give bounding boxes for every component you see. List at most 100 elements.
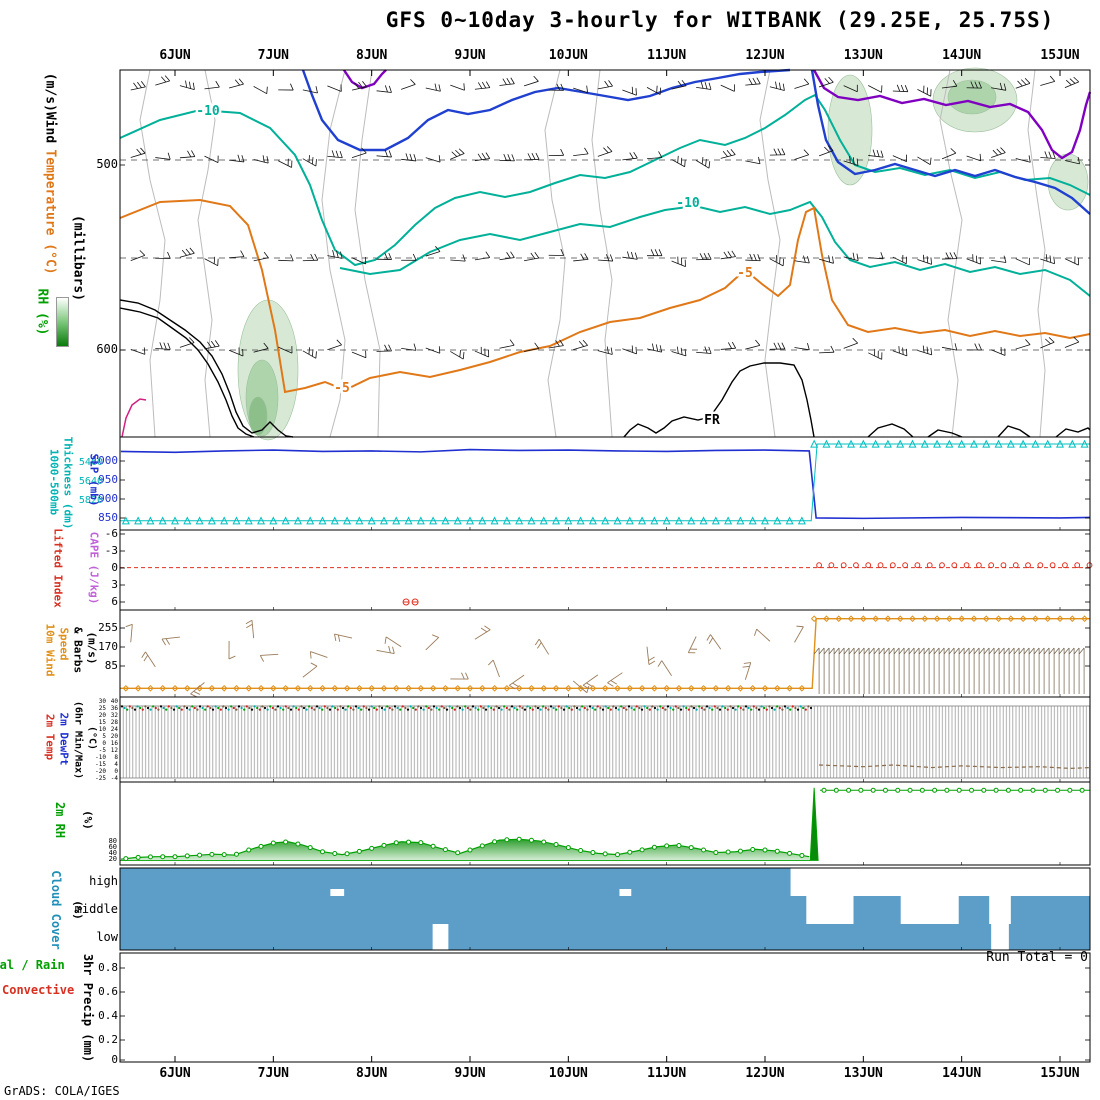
t2m-band [120,705,1092,779]
x-axis-label-bottom: 10JUN [548,1066,588,1081]
left-axis-label: 1000-500mb [47,448,61,516]
micro-tick-label: 12 [110,747,118,754]
micro-tick-label: -25 [95,775,106,782]
x-axis-label-top: 15JUN [1040,48,1080,63]
wind10m-area [120,615,1090,698]
left-axis-label: 2m DewPt [57,712,71,766]
rh-colorbar [56,297,69,347]
run-total-label: Run Total = 0 [986,950,1088,965]
grads-credit: GrADS: COLA/IGES [4,1084,120,1098]
left-axis-label: & Barbs [71,626,85,674]
micro-tick-label: 32 [110,712,118,719]
chart-title: GFS 0~10day 3-hourly for WITBANK (29.25E… [385,8,1055,32]
svg-text:FR: FR [704,413,720,428]
y-tick-label: 3 [111,577,118,591]
x-axis-label-top: 13JUN [843,48,883,63]
x-axis-label-bottom: 9JUN [454,1066,486,1081]
micro-tick-label: 15 [98,719,106,726]
y-tick-label: 255 [98,620,118,634]
micro-tick-label: 5 [102,733,106,740]
left-axis-label: RH (%) [34,288,50,336]
y-tick-label: 0.8 [98,960,118,974]
micro-tick-label: 10 [98,726,106,733]
left-axis-label: (%) [71,900,85,920]
left-axis-label: (m/s)Wind [42,72,58,144]
left-axis-label: (%) [81,810,95,830]
y-tick-label: 950 [98,472,118,486]
micro-tick-label: 0 [102,740,106,747]
micro-tick-label: -5 [98,747,106,754]
y-tick-label: -3 [104,543,118,557]
y-tick-label: 850 [98,510,118,524]
x-axis-label-bottom: 6JUN [159,1066,191,1081]
left-axis-label: Lifted Index [51,528,65,608]
micro-tick-label: -10 [95,754,106,761]
y-tick-label: 5460 [78,456,103,468]
left-axis-label: (m/s) [85,631,99,665]
svg-text:-5: -5 [334,381,350,396]
x-axis-label-top: 11JUN [647,48,687,63]
left-axis-label: (millibars) [70,214,86,302]
x-axis-label-bottom: 14JUN [942,1066,982,1081]
micro-tick-label: 25 [98,705,106,712]
micro-tick-label: 20 [110,733,118,740]
x-axis-label-bottom: 15JUN [1040,1066,1080,1081]
y-tick-label: 5640 [78,475,103,487]
y-tick-label: 0.6 [98,984,118,998]
y-tick-label: 20 [108,855,117,864]
y-tick-label: 900 [98,491,118,505]
micro-tick-label: 8 [114,754,118,761]
x-axis-label-top: 6JUN [159,48,191,63]
left-axis-label: 2m Temp [43,713,57,761]
micro-tick-label: -4 [110,775,118,782]
x-axis-label-top: 9JUN [454,48,486,63]
left-axis-label: CAPE (J/kg) [87,531,101,605]
y-tick-label: 0 [111,560,118,574]
micro-tick-label: -15 [95,761,106,768]
x-axis-label-top: 8JUN [356,48,388,63]
x-axis-label-bottom: 11JUN [647,1066,687,1081]
x-axis-label-top: 7JUN [257,48,289,63]
left-axis-label: 2m RH [53,801,67,839]
micro-tick-label: 4 [114,761,118,768]
micro-tick-label: 20 [98,712,106,719]
micro-tick-label: 16 [110,740,118,747]
left-axis-label: (6hr Min/Max) [72,700,84,780]
y-tick-label: -6 [104,526,118,540]
left-axis-label: Cloud Cover [49,870,63,950]
left-axis-label: SLP (mb) [87,453,101,507]
cloud-cover-area [120,868,1090,950]
stability-area [120,562,1093,606]
left-axis-label: Thickness (dm) [61,436,75,530]
x-axis-label-bottom: 13JUN [843,1066,883,1081]
left-axis-label: Speed [57,627,71,661]
left-axis-label: 10m Wind [43,623,57,677]
micro-tick-label: 28 [110,719,118,726]
x-axis-label-bottom: 7JUN [257,1066,289,1081]
left-axis-label: 3hr Precip (mm) [81,953,95,1063]
y-tick-label: 40 [108,849,117,858]
panel-borders [119,69,1091,1063]
y-tick-label: 170 [98,639,118,653]
y-tick-label: 80 [108,837,117,846]
x-axis-label-top: 12JUN [745,48,785,63]
y-tick-label: 0.2 [98,1032,118,1046]
svg-text:-10: -10 [196,104,220,119]
micro-tick-label: 36 [110,705,118,712]
y-tick-label: low [96,930,118,945]
micro-tick-label: 0 [114,768,118,775]
y-tick-label: middle [74,902,118,917]
micro-tick-label: 30 [98,698,106,705]
micro-tick-label: -20 [95,768,106,775]
left-axis-label: Temperature (°C) [42,149,58,275]
slp-thickness-area [120,439,1091,525]
y-tick-label: 0.4 [98,1008,118,1022]
upper-air-area: -10 -10 -5 -5 FR [119,67,1092,441]
micro-tick-label: 24 [110,726,118,733]
left-axis-label: Convective [2,983,75,997]
micro-tick-label: 40 [110,698,118,705]
y-tick-label: 600 [96,342,118,357]
y-tick-label: 6 [111,594,118,608]
x-axis-label-bottom: 12JUN [745,1066,785,1081]
